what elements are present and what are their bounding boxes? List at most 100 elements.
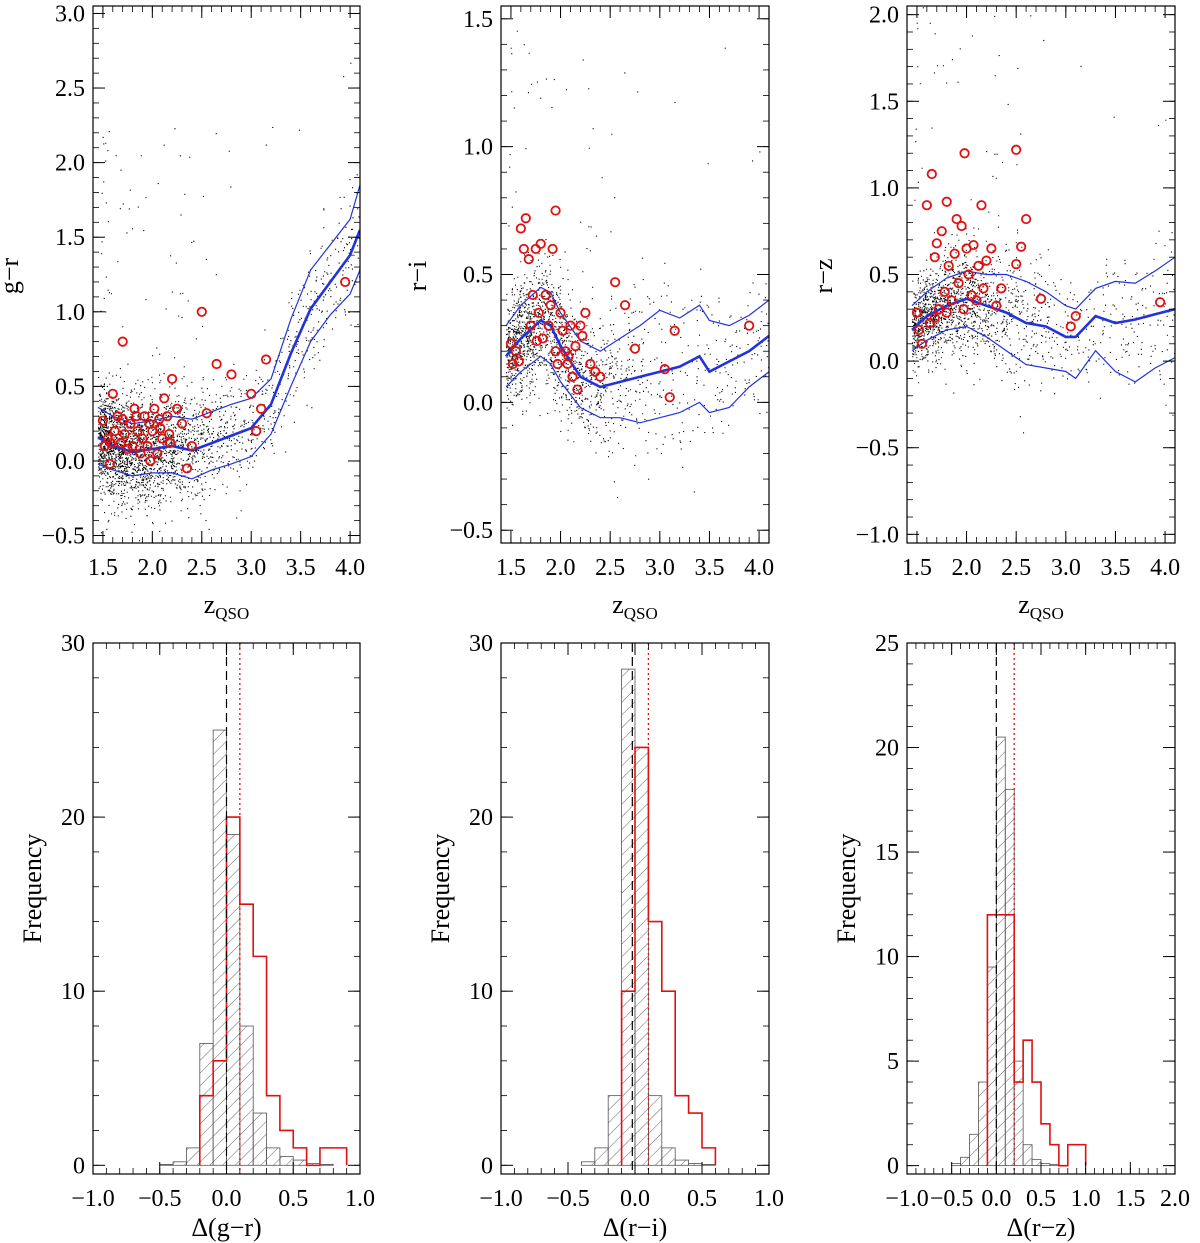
x-tick-label: 1.5 <box>902 555 932 581</box>
x-tick-label: −0.5 <box>546 1186 590 1212</box>
red-point <box>563 351 574 362</box>
red-point <box>201 408 212 419</box>
x-tick-label: −0.5 <box>138 1186 182 1212</box>
hatched-bar <box>279 1156 294 1166</box>
x-tick-label: 1.0 <box>1071 1186 1101 1212</box>
x-tick-label: 2.5 <box>187 555 217 581</box>
x-tick-label: 1.5 <box>1115 1186 1145 1212</box>
hatched-bar <box>634 747 649 1166</box>
red-point <box>629 343 641 354</box>
red-point <box>936 226 947 237</box>
y-tick-label: 0.0 <box>55 449 85 475</box>
x-tick-label: 1.0 <box>754 1186 784 1212</box>
plot-frame <box>906 5 1176 544</box>
x-tick-label: 0.5 <box>687 1186 717 1212</box>
red-point <box>105 437 116 449</box>
red-point <box>510 346 521 357</box>
red-point <box>226 369 237 380</box>
x-tick-label: 2.5 <box>1001 555 1031 581</box>
y-tick-label: −1.0 <box>855 522 899 548</box>
lower-percentile-curve <box>97 269 360 480</box>
red-step-histogram <box>199 816 348 1167</box>
x-tick-label: −1.0 <box>885 1186 929 1212</box>
red-point <box>211 358 222 370</box>
red-point <box>956 220 967 232</box>
y-axis-label: Frequency <box>18 834 47 944</box>
red-point <box>976 200 987 211</box>
hatched-bar <box>987 966 997 1167</box>
x-axis-label: zQSO <box>612 590 658 623</box>
red-point <box>137 433 148 444</box>
red-point <box>176 418 188 429</box>
x-tick-label: 1.5 <box>88 555 118 581</box>
red-point <box>145 455 156 467</box>
red-point <box>181 463 193 474</box>
red-point <box>913 324 925 336</box>
plot-area <box>159 643 348 1174</box>
y-axis-label: Frequency <box>832 834 861 944</box>
y-tick-label: 20 <box>469 805 493 831</box>
red-point <box>550 346 561 357</box>
x-tick-label: 0.5 <box>1026 1186 1056 1212</box>
y-tick-label: 1.0 <box>869 176 899 202</box>
red-point <box>186 440 197 452</box>
y-tick-label: 0 <box>73 1153 85 1179</box>
hatched-bar <box>960 1156 970 1167</box>
x-tick-label: 3.5 <box>1100 555 1130 581</box>
red-point <box>959 148 970 159</box>
red-point <box>260 354 272 365</box>
red-point <box>929 312 940 323</box>
red-point <box>125 418 136 429</box>
red-point <box>162 411 173 422</box>
y-tick-label: 0 <box>887 1154 899 1180</box>
red-point <box>149 403 160 414</box>
y-tick-label: 0.0 <box>463 390 493 416</box>
red-point <box>973 260 984 271</box>
median-curve <box>97 229 360 454</box>
red-point <box>958 304 969 315</box>
x-axis-label-sub: QSO <box>624 604 658 623</box>
red-point <box>165 437 176 449</box>
x-tick-label: 2.0 <box>952 555 982 581</box>
data-points-cloud <box>912 7 1175 434</box>
y-tick-label: 0.5 <box>463 263 493 289</box>
red-point <box>926 168 937 180</box>
y-axis-label: g−r <box>0 258 24 295</box>
red-point <box>1155 297 1166 308</box>
red-point <box>507 358 519 370</box>
red-point <box>533 307 544 318</box>
y-tick-label: 0 <box>481 1153 493 1179</box>
x-tick-label: −1.0 <box>479 1186 523 1212</box>
red-point <box>155 423 166 434</box>
red-point <box>157 433 168 444</box>
red-point <box>530 243 541 255</box>
median-curve <box>505 318 769 389</box>
x-axis-label: Δ(g−r) <box>191 1213 261 1242</box>
y-tick-label: 0.5 <box>869 263 899 289</box>
red-point <box>97 415 108 426</box>
red-point <box>946 295 957 306</box>
data-cloud <box>98 62 360 542</box>
red-point <box>131 411 142 422</box>
red-point <box>505 338 517 349</box>
red-point <box>996 283 1007 294</box>
x-tick-label: 1.0 <box>345 1186 375 1212</box>
red-point <box>921 200 932 211</box>
red-point <box>986 243 997 254</box>
red-point <box>152 448 163 459</box>
y-tick-label: 2.5 <box>55 76 85 102</box>
x-tick-label: 4.0 <box>744 555 774 581</box>
red-point <box>525 320 536 331</box>
y-tick-label: −0.5 <box>41 524 85 550</box>
hatched-bar <box>674 1159 690 1166</box>
red-point <box>142 440 153 452</box>
red-point <box>1021 213 1032 225</box>
hatched-bar <box>186 1147 201 1166</box>
x-axis-label: Δ(r−z) <box>1007 1213 1076 1242</box>
red-point <box>132 426 143 437</box>
hatched-bar <box>159 1164 174 1166</box>
hatched-bar <box>1022 1144 1033 1167</box>
red-step-histogram <box>620 746 717 1166</box>
y-tick-label: 10 <box>469 979 493 1005</box>
hatched-bar <box>239 1025 254 1166</box>
